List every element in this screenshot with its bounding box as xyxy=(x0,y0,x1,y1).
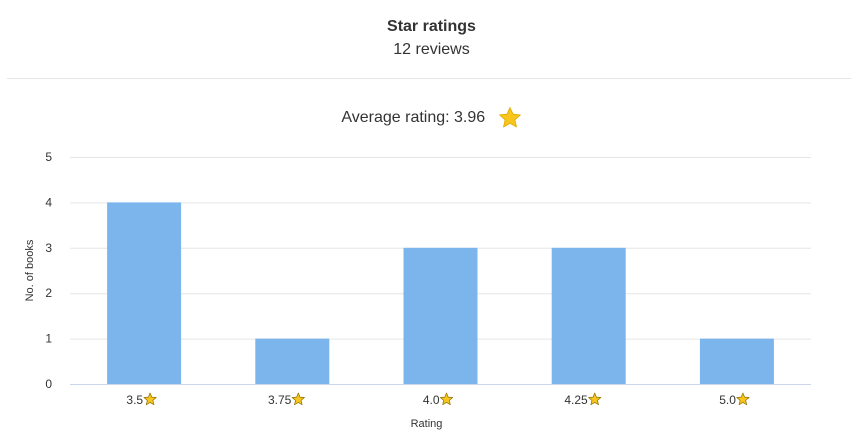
y-tick-label: 0 xyxy=(45,377,52,391)
x-tick-label: 4.0 xyxy=(423,393,440,407)
y-tick-label: 3 xyxy=(45,241,52,255)
bar xyxy=(699,338,774,384)
star-icon xyxy=(588,392,602,406)
star-icon xyxy=(736,392,750,406)
y-tick-label: 1 xyxy=(45,332,52,346)
star-icon xyxy=(439,392,454,406)
star-icon xyxy=(498,107,521,128)
bar xyxy=(107,202,182,384)
x-tick-label: 3.5 xyxy=(126,393,143,407)
header-divider xyxy=(7,78,851,79)
x-tick-label: 3.75 xyxy=(268,393,292,407)
reviews-count: 12 reviews xyxy=(393,41,470,58)
star-icon xyxy=(143,392,157,406)
star-icon xyxy=(291,392,305,406)
average-rating: Average rating: 3.96 xyxy=(0,106,863,134)
y-axis-title: No. of books xyxy=(24,239,36,301)
y-tick-label: 5 xyxy=(45,150,52,164)
chart-title: Star ratings xyxy=(387,18,476,35)
bar xyxy=(255,338,330,384)
y-tick-label: 4 xyxy=(45,195,52,209)
average-rating-value: 3.96 xyxy=(454,109,486,126)
x-tick-label: 5.0 xyxy=(719,393,736,407)
y-tick-label: 2 xyxy=(45,286,52,300)
bar xyxy=(403,247,478,384)
chart-header: Star ratings 12 reviews xyxy=(0,0,863,79)
average-rating-label: Average rating: xyxy=(341,109,450,126)
bar xyxy=(551,247,626,384)
x-axis-title: Rating xyxy=(411,418,443,430)
x-tick-label: 4.25 xyxy=(564,393,588,407)
